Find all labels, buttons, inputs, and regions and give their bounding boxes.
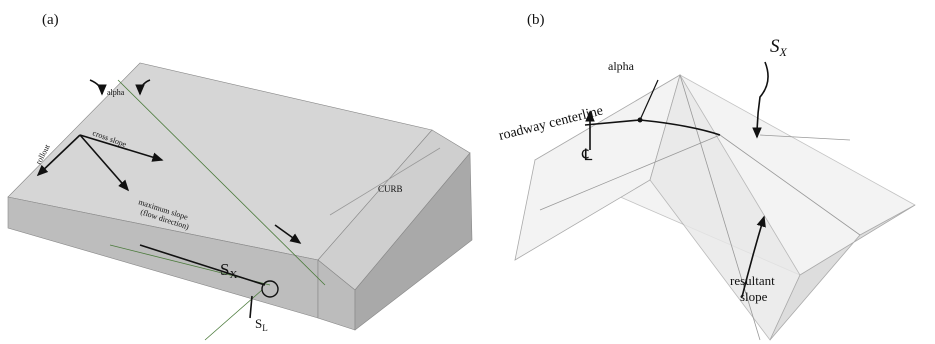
annotation: resultant [730,273,775,288]
panel-b: (b) alpha roadway centerline SX ℄ result… [497,12,915,340]
figure: (a) alpha cross slope rollout maximum sl… [0,0,935,344]
symbol: SX [770,36,788,59]
annotation: alpha [608,59,635,73]
arrow [90,80,102,94]
slope-line [205,290,262,340]
arrow [250,296,252,318]
panel-label: (b) [527,12,545,28]
symbol: ℄ [581,147,593,164]
symbol: SL [255,316,268,333]
panel-label: (a) [42,12,59,28]
panel-a: (a) alpha cross slope rollout maximum sl… [8,12,472,340]
annotation: alpha [107,88,125,97]
annotation: CURB [378,184,403,194]
annotation: slope [740,289,768,304]
